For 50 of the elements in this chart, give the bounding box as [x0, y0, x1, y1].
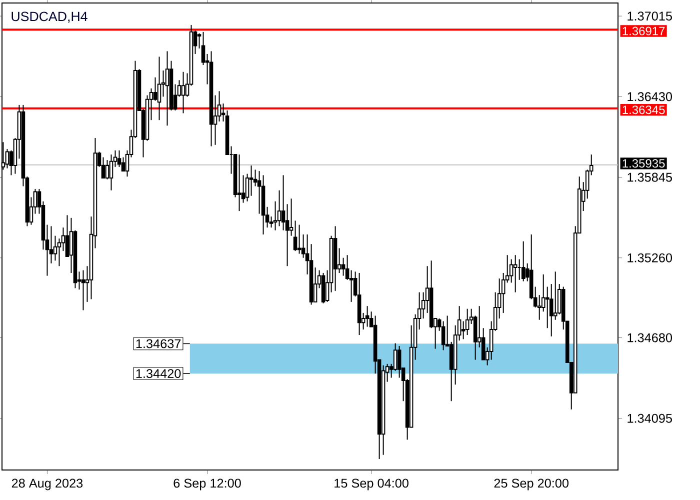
candlestick: [341, 257, 346, 276]
y-tick-label: 1.34095: [628, 414, 672, 423]
ref-line-label: 1.35935: [622, 159, 665, 168]
candlestick: [397, 346, 402, 378]
candlestick: [521, 240, 526, 282]
candlestick: [181, 71, 186, 114]
candlestick: [257, 170, 262, 214]
candlestick: [441, 320, 446, 351]
y-tick-label: 1.36430: [628, 92, 672, 102]
y-tick-label: 1.35845: [628, 172, 672, 182]
text: USDCAD,H4: [12, 12, 88, 23]
candlestick: [281, 174, 286, 231]
candlestick: [165, 50, 170, 126]
candlestick: [297, 224, 302, 254]
x-tick-label: 25 Sep 20:00: [494, 478, 569, 490]
y-tick-label: 1.34680: [628, 333, 672, 342]
x-tick-label: 6 Sep 12:00: [174, 478, 241, 490]
candlestick: [81, 270, 86, 311]
candlestick: [201, 31, 206, 66]
candlestick: [465, 308, 470, 336]
candlestick: [509, 258, 514, 284]
candlestick: [345, 254, 350, 280]
candlestick: [153, 76, 158, 102]
candlestick: [109, 154, 114, 191]
candlestick: [121, 156, 126, 172]
candlestick: [237, 154, 242, 212]
candlestick: [513, 254, 518, 293]
candlestick: [249, 165, 254, 196]
x-tick-label: 28 Aug 2023: [12, 478, 83, 490]
candlestick: [245, 173, 250, 202]
y-tick-label: 1.35260: [628, 253, 672, 262]
annotation: 1.34420: [136, 369, 181, 378]
ref-line-label: 1.36917: [622, 26, 665, 36]
candlestick: [105, 160, 110, 180]
x-tick-label: 15 Sep 04:00: [334, 478, 408, 490]
candlestick: [277, 190, 282, 227]
candlestick: [49, 226, 54, 264]
candlestick: [101, 156, 106, 178]
candlestick: [293, 220, 298, 252]
candlestick: [461, 320, 466, 340]
candlestick: [117, 150, 122, 168]
candlestick: [365, 306, 370, 328]
candlestick: [273, 200, 278, 231]
candlestick: [289, 198, 294, 236]
candlestick: [157, 56, 162, 121]
candlestick: [553, 271, 558, 320]
candlestick: [5, 148, 10, 169]
annotation: 1.34637: [136, 339, 181, 348]
ref-line-label: 1.36345: [622, 106, 665, 114]
y-tick-label: 1.37015: [628, 12, 672, 21]
